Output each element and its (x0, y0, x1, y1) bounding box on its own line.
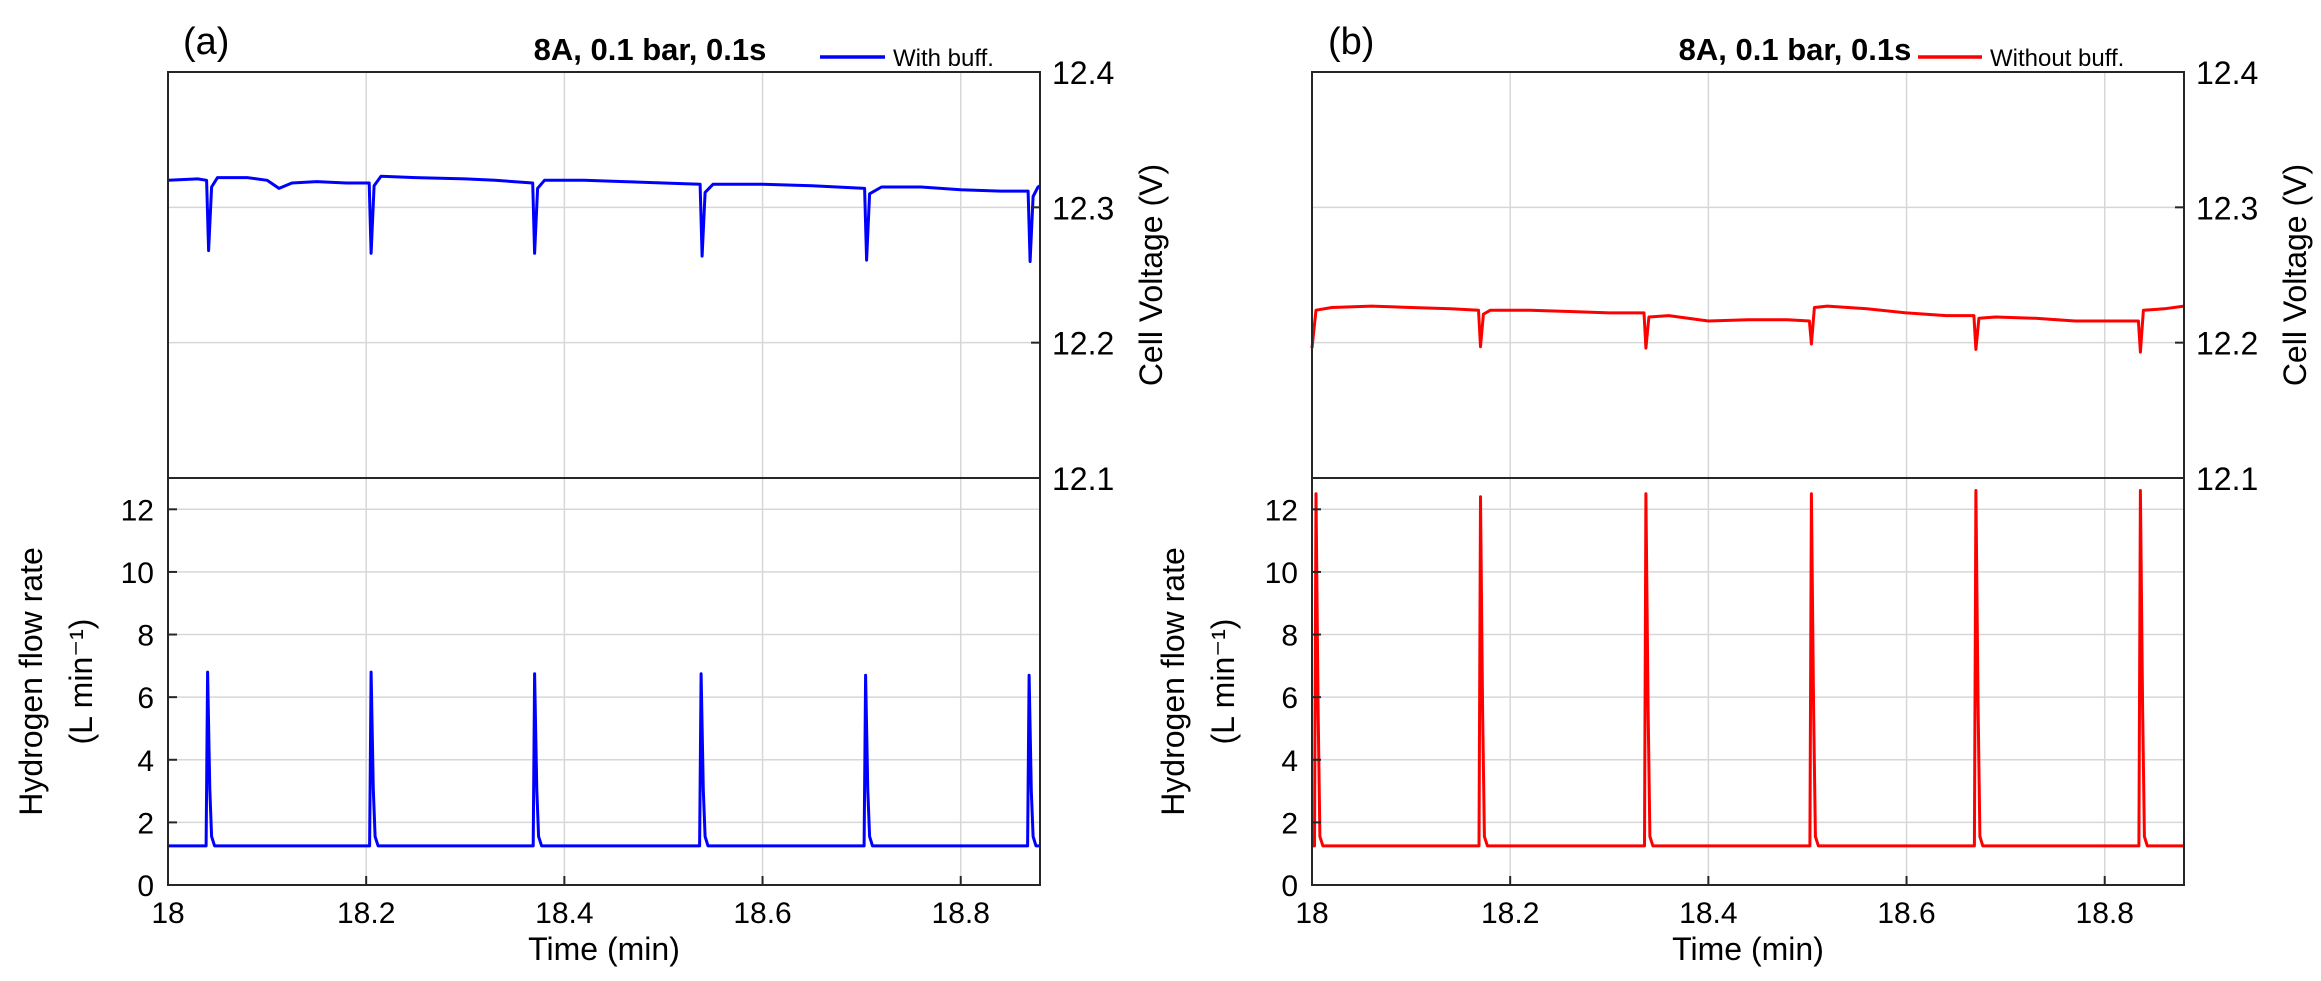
flow-unit-label: (L min⁻¹) (1205, 619, 1241, 745)
voltage-tick-label: 12.3 (2196, 190, 2258, 226)
x-axis-label: Time (min) (1672, 931, 1824, 967)
flow-tick-label: 6 (137, 682, 154, 715)
flow-axes-frame (167, 477, 1041, 886)
flow-tick-label: 0 (1281, 870, 1298, 903)
flow-tick-label: 8 (1281, 620, 1298, 653)
voltage-tick-label: 12.2 (2196, 326, 2258, 362)
flow-unit-label: (L min⁻¹) (63, 619, 99, 745)
flow-axes-frame (1311, 477, 2185, 886)
x-tick-label: 18.6 (1877, 897, 1935, 930)
flow-tick-label: 4 (1281, 745, 1298, 778)
voltage-tick-label: 12.2 (1052, 326, 1114, 362)
x-axis-label: Time (min) (528, 931, 680, 967)
voltage-axis-label: Cell Voltage (V) (2277, 164, 2313, 386)
x-tick-label: 18.4 (1679, 897, 1737, 930)
flow-tick-label: 6 (1281, 682, 1298, 715)
flow-tick-label: 10 (121, 557, 154, 590)
x-tick-label: 18.8 (932, 897, 990, 930)
legend-label: With buff. (893, 45, 994, 72)
panel-label: (a) (183, 21, 229, 63)
chart-title: 8A, 0.1 bar, 0.1s (534, 32, 767, 67)
voltage-series-line (1310, 304, 2185, 354)
flow-series-line (1312, 489, 2184, 848)
voltage-tick-label: 12.1 (1052, 461, 1114, 497)
panel-label: (b) (1328, 21, 1374, 63)
chart-title: 8A, 0.1 bar, 0.1s (1679, 32, 1912, 67)
x-tick-label: 18 (1295, 897, 1328, 930)
legend-label: Without buff. (1990, 45, 2124, 72)
flow-axis-label: Hydrogen flow rate (13, 547, 49, 816)
panel-b: 18 18.2 18.4 18.6 18.8 Time (min) 0 2 4 6 8 10 12 12.… (1155, 21, 2313, 967)
voltage-tick-label: 12.4 (2196, 55, 2258, 91)
voltage-axis-label: Cell Voltage (V) (1133, 164, 1169, 386)
panel-a: 18 18.2 18.4 18.6 18.8 Time (min) 0 2 4 6 8 10 12 12.… (13, 21, 1169, 967)
flow-tick-label: 0 (137, 870, 154, 903)
x-tick-label: 18.4 (535, 897, 593, 930)
x-tick-label: 18.2 (337, 897, 395, 930)
voltage-axes-frame (167, 71, 1041, 479)
voltage-axes-frame (1311, 71, 2185, 479)
flow-axis-label: Hydrogen flow rate (1155, 547, 1191, 816)
voltage-series-line (167, 174, 1041, 263)
flow-tick-label: 12 (1265, 494, 1298, 527)
flow-tick-label: 2 (137, 807, 154, 840)
flow-tick-label: 4 (137, 745, 154, 778)
x-tick-label: 18.6 (733, 897, 791, 930)
x-tick-label: 18.8 (2076, 897, 2134, 930)
x-tick-label: 18 (151, 897, 184, 930)
flow-tick-label: 12 (121, 494, 154, 527)
voltage-tick-label: 12.1 (2196, 461, 2258, 497)
flow-tick-label: 2 (1281, 807, 1298, 840)
flow-tick-label: 10 (1265, 557, 1298, 590)
voltage-tick-label: 12.4 (1052, 55, 1114, 91)
flow-tick-label: 8 (137, 620, 154, 653)
x-tick-label: 18.2 (1481, 897, 1539, 930)
voltage-tick-label: 12.3 (1052, 190, 1114, 226)
flow-series-line (168, 670, 1040, 848)
